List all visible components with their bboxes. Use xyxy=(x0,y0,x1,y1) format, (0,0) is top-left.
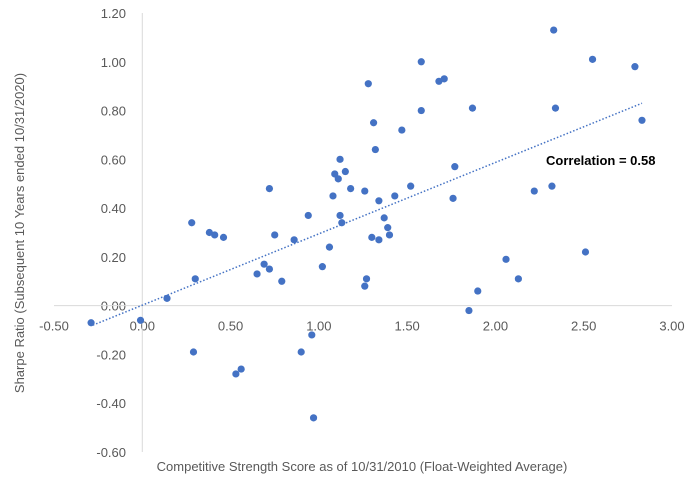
y-tick-label: 1.00 xyxy=(101,55,126,70)
data-point xyxy=(417,106,425,115)
x-tick-label: 1.50 xyxy=(394,319,419,334)
data-points xyxy=(87,26,646,422)
data-point xyxy=(375,197,383,205)
data-point xyxy=(309,414,318,422)
data-point xyxy=(581,248,590,256)
data-point xyxy=(318,263,326,271)
y-axis-tick-labels: -0.60-0.40-0.200.000.200.400.600.801.001… xyxy=(96,6,126,460)
data-point xyxy=(398,126,406,134)
data-point xyxy=(440,75,448,83)
y-tick-label: 0.60 xyxy=(101,152,126,167)
y-tick-label: -0.20 xyxy=(96,347,126,362)
x-tick-label: 3.00 xyxy=(659,319,684,334)
data-point xyxy=(341,167,349,176)
x-tick-label: 2.50 xyxy=(571,319,596,334)
data-point xyxy=(385,231,394,239)
data-point xyxy=(189,348,198,356)
x-tick-label: 2.00 xyxy=(483,319,508,334)
correlation-annotation: Correlation = 0.58 xyxy=(546,153,655,168)
data-point xyxy=(304,211,312,220)
data-point xyxy=(334,175,342,183)
y-tick-label: 0.80 xyxy=(101,104,126,119)
data-point xyxy=(550,26,558,34)
data-point xyxy=(551,104,560,112)
data-point xyxy=(219,233,228,241)
data-point xyxy=(278,277,286,285)
data-point xyxy=(163,294,171,302)
data-point xyxy=(87,319,95,327)
data-point xyxy=(188,219,196,227)
data-point xyxy=(362,275,371,283)
x-tick-label: 1.00 xyxy=(306,319,331,334)
data-point xyxy=(211,231,219,239)
data-point xyxy=(260,260,268,268)
data-point xyxy=(391,192,399,200)
data-point xyxy=(361,187,369,195)
data-point xyxy=(384,224,392,232)
data-point xyxy=(136,316,145,324)
y-tick-label: 1.20 xyxy=(101,6,126,21)
data-point xyxy=(474,287,482,295)
data-point xyxy=(325,243,334,251)
data-point xyxy=(232,370,240,378)
data-point xyxy=(368,233,376,241)
data-point xyxy=(361,282,369,290)
trendline xyxy=(92,102,643,326)
data-point xyxy=(375,236,383,244)
data-point xyxy=(369,119,378,127)
x-tick-label: 0.50 xyxy=(218,319,243,334)
data-point xyxy=(548,182,556,190)
x-axis-tick-labels: -0.50 0.00 0.50 1.00 1.50 2.00 2.50 3.00 xyxy=(39,319,684,334)
data-point xyxy=(271,231,279,239)
data-point xyxy=(468,104,477,112)
data-point xyxy=(465,306,473,315)
data-point xyxy=(407,182,415,190)
data-point xyxy=(502,255,510,263)
x-axis-title: Competitive Strength Score as of 10/31/2… xyxy=(157,459,568,474)
data-point xyxy=(308,331,316,339)
data-point xyxy=(451,163,459,171)
data-point xyxy=(514,275,522,283)
data-point xyxy=(297,348,305,356)
data-point xyxy=(530,187,538,195)
data-point xyxy=(329,192,337,200)
data-point xyxy=(347,185,355,193)
x-tick-label: -0.50 xyxy=(39,319,69,334)
data-point xyxy=(364,80,372,88)
data-point xyxy=(237,365,245,373)
data-point xyxy=(253,270,261,278)
y-tick-label: 0.20 xyxy=(101,250,126,265)
data-point xyxy=(449,194,457,202)
data-point xyxy=(290,236,298,244)
data-point xyxy=(371,145,379,154)
y-axis-title: Sharpe Ratio (Subsequent 10 Years ended … xyxy=(12,73,27,393)
data-point xyxy=(588,55,597,63)
data-point xyxy=(631,63,639,71)
data-point xyxy=(191,275,199,283)
data-point xyxy=(380,214,388,222)
data-point xyxy=(338,219,346,227)
y-tick-label: -0.40 xyxy=(96,396,126,411)
data-point xyxy=(265,185,274,193)
data-point xyxy=(638,116,646,124)
y-tick-label: 0.40 xyxy=(101,201,126,216)
data-point xyxy=(336,211,344,220)
data-point xyxy=(417,58,425,66)
data-point xyxy=(265,265,274,273)
y-tick-label: -0.60 xyxy=(96,445,126,460)
data-point xyxy=(336,155,344,163)
